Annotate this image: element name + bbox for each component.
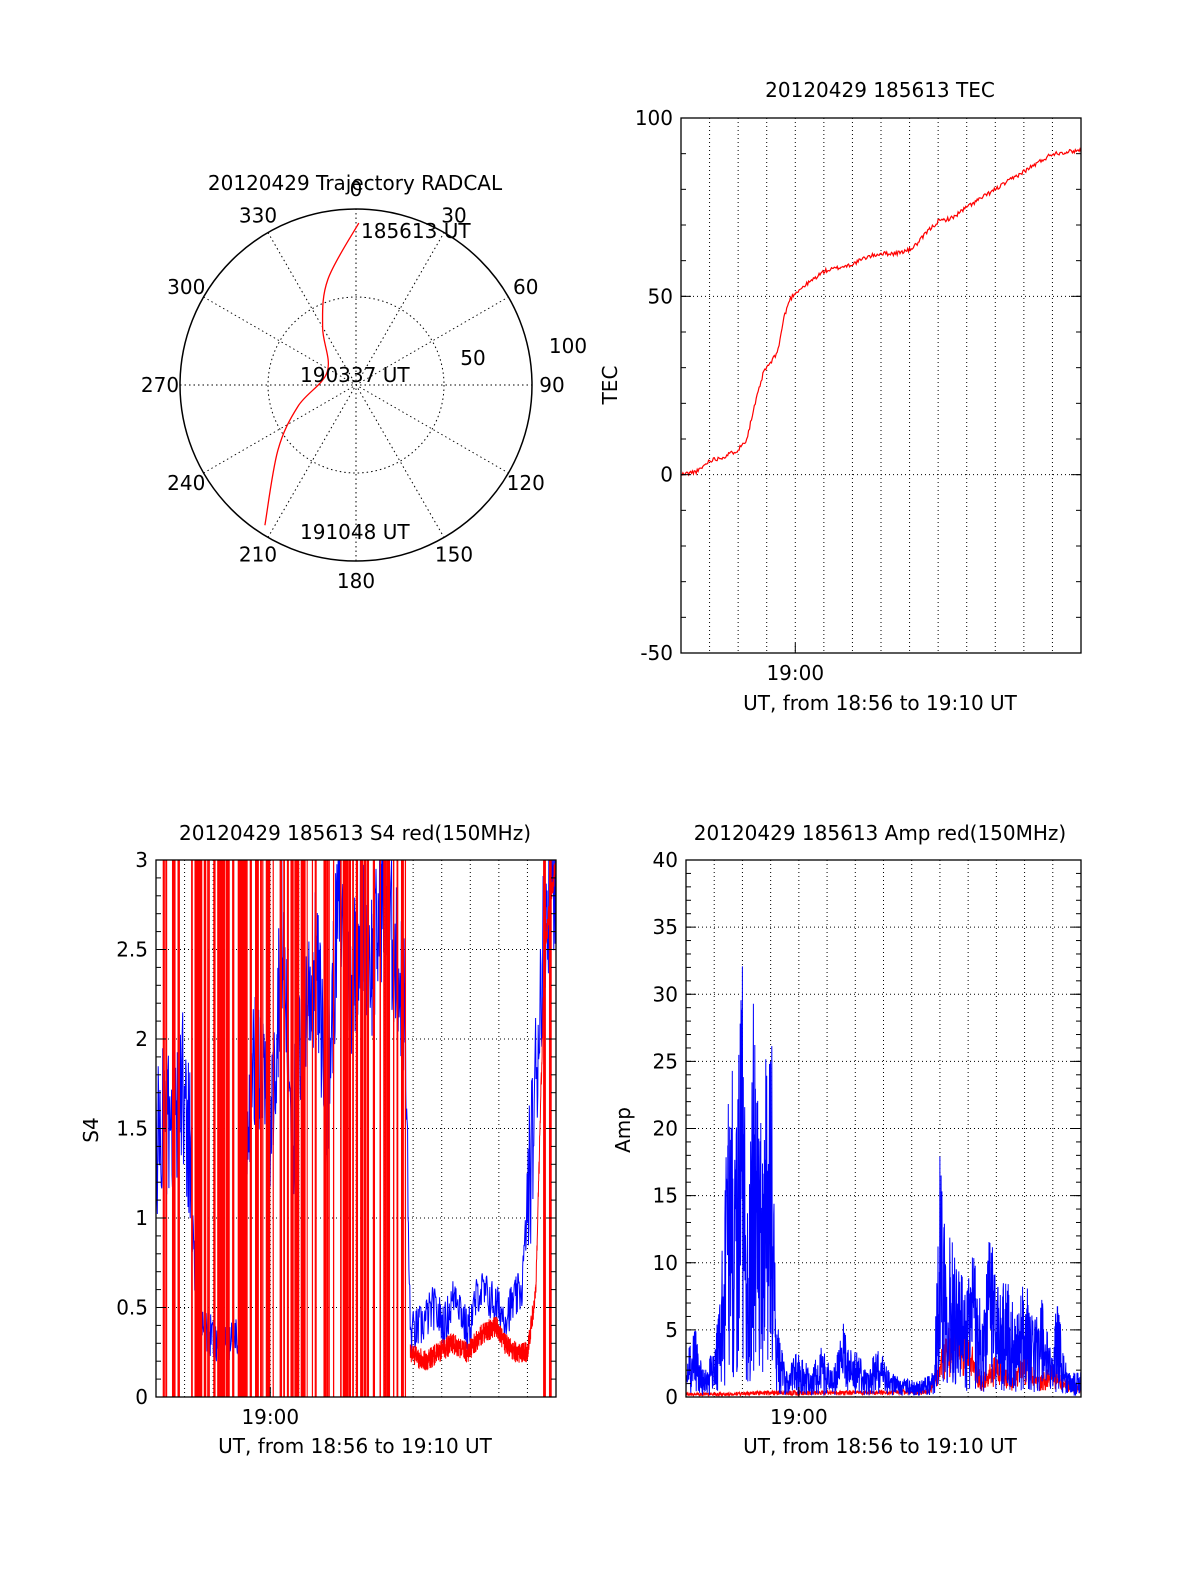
azimuth-labels: 0 30 60 90 120 150 180 210 240 270 300 330 [141,177,565,593]
y-tick-label: 20 [653,1117,678,1141]
s4-title: 20120429 185613 S4 red(150MHz) [179,821,531,845]
y-tick-label: 25 [653,1049,678,1073]
amp-xlabel: UT, from 18:56 to 19:10 UT [743,1434,1018,1458]
x-tick-label: 19:00 [770,1405,828,1429]
y-tick-label: 0 [660,463,673,487]
y-tick-label: 3 [135,848,148,872]
s4-axes: 0 0.5 1 1.5 2 2.5 3 19:00 [116,848,557,1429]
s4-plot: 20120429 185613 S4 red(150MHz) S4 UT, fr… [79,821,557,1458]
y-tick-label: 30 [653,982,678,1006]
y-tick-label: 100 [635,106,673,130]
tec-plot: 20120429 185613 TEC TEC UT, from 18:56 t… [598,78,1082,715]
y-tick-label: 35 [653,915,678,939]
y-tick-label: 5 [665,1318,678,1342]
s4-xlabel: UT, from 18:56 to 19:10 UT [218,1434,493,1458]
azimuth-label: 240 [167,471,205,495]
tec-ylabel: TEC [598,366,622,406]
y-tick-label: 0 [665,1385,678,1409]
azimuth-label: 210 [239,543,277,567]
y-tick-label: 0 [135,1385,148,1409]
azimuth-label: 30 [441,203,466,227]
amp-ylabel: Amp [611,1107,635,1153]
y-tick-label: 10 [653,1251,678,1275]
x-tick-label: 19:00 [766,661,824,685]
tec-title: 20120429 185613 TEC [765,78,995,102]
series-line [686,966,1081,1397]
series-line [681,147,1081,477]
polar-spoke [267,232,445,538]
amp-axes: 0 5 10 15 20 25 30 35 40 19:00 [653,848,1082,1429]
azimuth-label: 60 [513,275,538,299]
radial-label: 50 [460,346,485,370]
amp-plot: 20120429 185613 Amp red(150MHz) Amp UT, … [611,821,1082,1458]
azimuth-label: 0 [350,177,363,201]
start-time-label: 185613 UT [361,219,471,243]
end-time-label: 191048 UT [300,520,410,544]
y-tick-label: 50 [648,284,673,308]
polar-inner-circle [267,296,445,474]
series-line [686,1316,1081,1397]
series-line [409,860,556,1371]
azimuth-label: 180 [337,569,375,593]
y-tick-label: 15 [653,1184,678,1208]
radial-labels: 50 100 [460,334,587,370]
y-tick-label: 40 [653,848,678,872]
y-tick-label: -50 [640,641,673,665]
y-tick-label: 2.5 [116,938,148,962]
tec-xlabel: UT, from 18:56 to 19:10 UT [743,691,1018,715]
x-tick-label: 19:00 [241,1405,299,1429]
mid-time-label: 190337 UT [300,363,410,387]
y-tick-label: 2 [135,1027,148,1051]
azimuth-label: 300 [167,275,205,299]
y-tick-label: 1.5 [116,1117,148,1141]
tec-axes: -50 0 50 100 19:00 [635,106,1082,685]
polar-grid [179,208,533,562]
polar-title: 20120429 Trajectory RADCAL [208,171,503,195]
azimuth-label: 150 [435,543,473,567]
azimuth-label: 330 [239,203,277,227]
azimuth-label: 120 [507,471,545,495]
trajectory-line [264,222,360,526]
s4-ylabel: S4 [79,1117,103,1142]
polar-trajectory-plot: 20120429 Trajectory RADCAL 0 30 60 90 120 150… [141,171,587,593]
amp-title: 20120429 185613 Amp red(150MHz) [694,821,1066,845]
azimuth-label: 270 [141,373,179,397]
plot-frame [680,117,1082,654]
azimuth-label: 90 [539,373,564,397]
y-tick-label: 1 [135,1206,148,1230]
y-tick-label: 0.5 [116,1296,148,1320]
radial-label: 100 [549,334,587,358]
